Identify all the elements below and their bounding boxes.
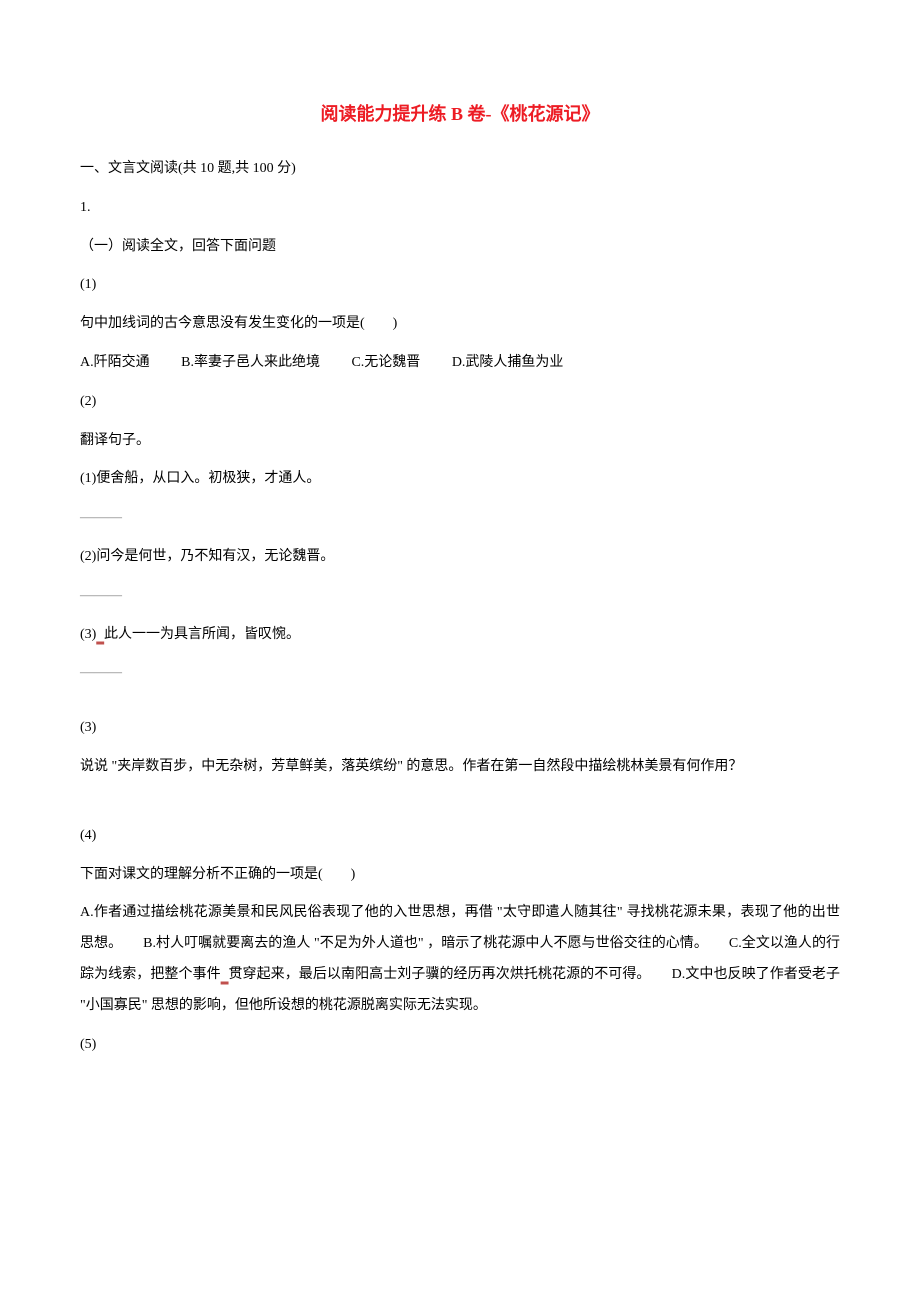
sub-question-5: (5)	[80, 1030, 840, 1061]
question-intro: （一）阅读全文，回答下面问题	[80, 232, 840, 263]
answer-line-3: ———	[80, 658, 840, 689]
answer-line-2: ———	[80, 581, 840, 612]
sub4-text: 下面对课文的理解分析不正确的一项是( )	[80, 860, 840, 891]
sub2-text: 翻译句子。	[80, 426, 840, 457]
sub2-item3-post: 此人一一为具言所闻，皆叹惋。	[104, 627, 300, 642]
sub2-item1: (1)便舍船，从口入。初极狭，才通人。	[80, 464, 840, 495]
sub1-options: A.阡陌交通 B.率妻子邑人来此绝境 C.无论魏晋 D.武陵人捕鱼为业	[80, 348, 840, 379]
sub2-item3: (3)▂此人一一为具言所闻，皆叹惋。	[80, 620, 840, 651]
option-a: A.阡陌交通	[80, 355, 150, 370]
sub-question-3: (3)	[80, 713, 840, 744]
sub4-options-block: A.作者通过描绘桃花源美景和民风民俗表现了他的入世思想，再借 "太守即遣人随其往…	[80, 898, 840, 1021]
marker-dot-icon: ▂	[96, 633, 104, 644]
answer-line-1: ———	[80, 503, 840, 534]
sub2-item2: (2)问今是何世，乃不知有汉，无论魏晋。	[80, 542, 840, 573]
question-number-1: 1.	[80, 193, 840, 224]
sub-question-1: (1)	[80, 270, 840, 301]
option-c: C.无论魏晋	[351, 355, 420, 370]
sub-question-2: (2)	[80, 387, 840, 418]
sub3-text: 说说 "夹岸数百步，中无杂树，芳草鲜美，落英缤纷" 的意思。作者在第一自然段中描…	[80, 752, 840, 783]
option-d: D.武陵人捕鱼为业	[452, 355, 564, 370]
sub2-item3-pre: (3)	[80, 627, 96, 642]
sub1-text: 句中加线词的古今意思没有发生变化的一项是( )	[80, 309, 840, 340]
document-title: 阅读能力提升练 B 卷-《桃花源记》	[80, 100, 840, 126]
sub-question-4: (4)	[80, 821, 840, 852]
section-header: 一、文言文阅读(共 10 题,共 100 分)	[80, 154, 840, 185]
option-b: B.率妻子邑人来此绝境	[181, 355, 320, 370]
